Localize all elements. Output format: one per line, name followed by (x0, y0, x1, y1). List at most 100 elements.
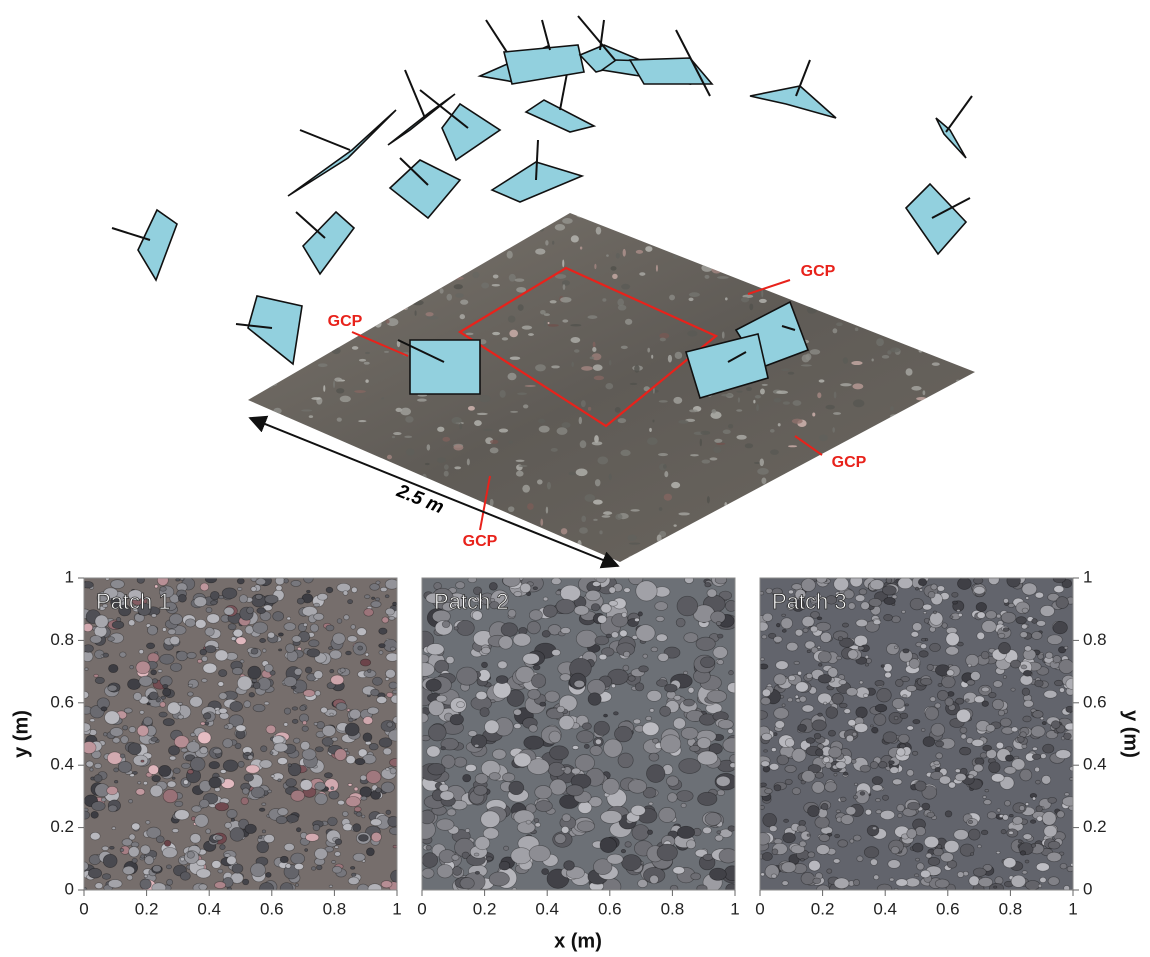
pebble (239, 594, 249, 604)
pebble (760, 696, 771, 706)
pebble (94, 882, 104, 890)
pebble (933, 760, 941, 766)
stone (968, 380, 975, 387)
pebble (248, 692, 255, 698)
stone (362, 522, 367, 527)
pebble (306, 648, 321, 658)
stone (251, 274, 257, 280)
pebble (515, 666, 535, 683)
pebble (336, 618, 343, 624)
pebble (1002, 675, 1007, 679)
pebble (259, 759, 273, 769)
pebble (503, 845, 510, 851)
stone (842, 357, 849, 364)
camera-frame (387, 93, 456, 146)
stone (700, 430, 711, 435)
pebble (422, 653, 430, 664)
x-tick-label: 0.2 (135, 899, 159, 918)
stone (367, 275, 378, 280)
stone (715, 442, 726, 445)
pebble (712, 646, 728, 659)
pebble (944, 697, 954, 707)
pebble (539, 701, 547, 707)
stone (716, 513, 728, 519)
stone (763, 275, 774, 284)
pebble (242, 878, 250, 886)
pebble (378, 643, 386, 649)
pebble (790, 844, 806, 854)
pebble (170, 662, 183, 672)
stone (334, 377, 343, 382)
pebble (695, 636, 716, 651)
pebble (339, 667, 346, 673)
stone (889, 226, 898, 231)
pebble (150, 736, 158, 742)
pebble (914, 780, 927, 792)
pebble (94, 676, 105, 685)
stone (473, 235, 480, 242)
camera-axis (727, 351, 747, 363)
pebble (587, 692, 602, 706)
stone (736, 390, 743, 393)
pebble (881, 585, 897, 596)
pebble (229, 827, 245, 842)
pebble (162, 687, 172, 697)
gcp-leader (794, 435, 823, 456)
pebble (244, 751, 251, 756)
pebble (474, 773, 489, 785)
stone (339, 510, 351, 517)
stone (368, 279, 374, 287)
pebble (627, 675, 636, 682)
pebble (686, 839, 697, 850)
pebble (362, 732, 373, 743)
stone (582, 555, 589, 561)
stone (466, 458, 470, 466)
pebble (198, 883, 208, 890)
pebble (128, 619, 136, 627)
pebble (773, 707, 789, 720)
pebble (648, 801, 654, 806)
pebble (577, 801, 593, 814)
pebble (193, 596, 208, 608)
pebble (951, 591, 959, 598)
pebble (912, 842, 924, 853)
stone (280, 217, 288, 224)
stone (848, 306, 852, 313)
pebble (1032, 710, 1044, 719)
pebble (649, 874, 659, 885)
pebble (715, 775, 731, 787)
pebble (301, 748, 317, 761)
pebble (103, 732, 108, 737)
pebble (108, 663, 119, 674)
pebble (147, 625, 158, 636)
x-tick-label: 0 (755, 899, 764, 918)
pebble (794, 694, 799, 699)
pebble (348, 717, 354, 723)
stone (479, 233, 484, 241)
pebble (179, 857, 185, 862)
stone (367, 518, 378, 522)
stone (460, 299, 469, 305)
pebble (199, 648, 207, 656)
pebble (648, 752, 660, 762)
stone (366, 505, 378, 514)
stone (302, 341, 306, 348)
pebble (146, 642, 156, 650)
pebble (1056, 810, 1065, 819)
pebble (763, 749, 768, 753)
stone (821, 215, 834, 219)
stone (291, 465, 300, 470)
stone (593, 375, 605, 381)
stone (354, 390, 366, 393)
pebble (428, 723, 447, 742)
stone (524, 216, 535, 221)
stone (929, 516, 940, 523)
pebble (174, 809, 190, 821)
pebble (313, 612, 325, 621)
stone (575, 468, 588, 477)
pebble (960, 733, 967, 740)
stone (839, 520, 845, 528)
pebble (489, 601, 500, 610)
pebble (797, 723, 807, 733)
stone (594, 479, 601, 487)
